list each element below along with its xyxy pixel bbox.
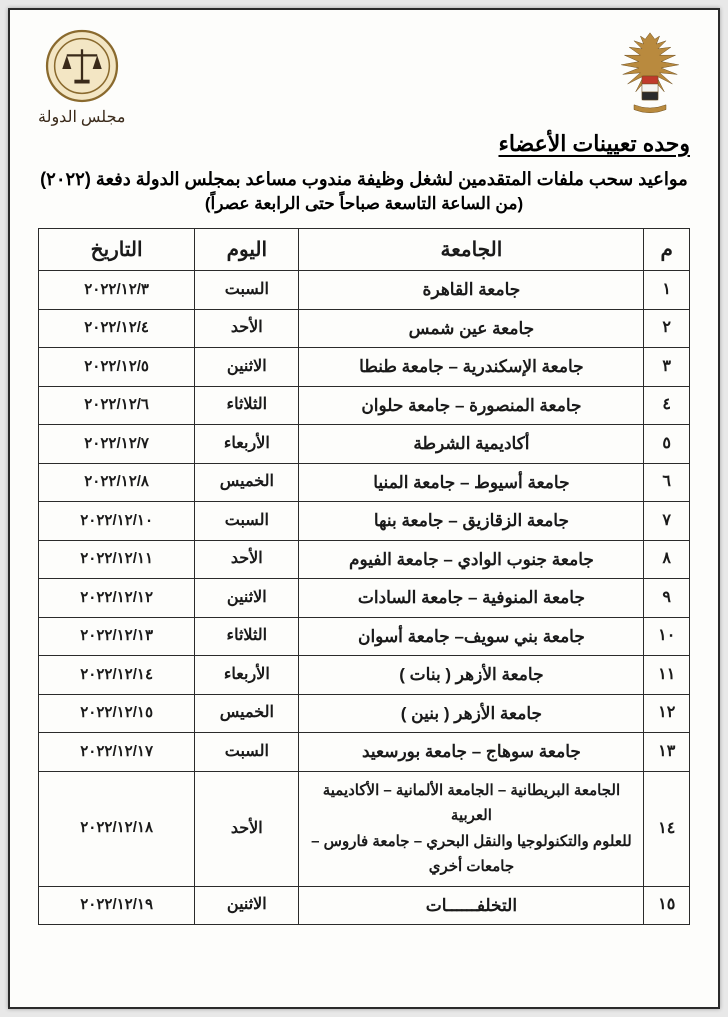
table-row: ١٤الجامعة البريطانية – الجامعة الألمانية… — [39, 771, 690, 886]
cell-day: الأربعاء — [195, 425, 299, 464]
cell-day: الأربعاء — [195, 656, 299, 695]
cell-num: ١٥ — [644, 886, 690, 925]
cell-date: ٢٠٢٢/١٢/٤ — [39, 309, 195, 348]
state-eagle-logo — [610, 28, 690, 121]
cell-date: ٢٠٢٢/١٢/٥ — [39, 348, 195, 387]
cell-num: ١ — [644, 271, 690, 310]
cell-num: ٥ — [644, 425, 690, 464]
cell-num: ٤ — [644, 386, 690, 425]
table-body: ١جامعة القاهرةالسبت٢٠٢٢/١٢/٣٢جامعة عين ش… — [39, 271, 690, 925]
seal-caption: مجلس الدولة — [38, 107, 126, 127]
seal-icon — [44, 28, 120, 104]
council-seal-logo — [38, 28, 126, 109]
table-row: ٧جامعة الزقازيق – جامعة بنهاالسبت٢٠٢٢/١٢… — [39, 502, 690, 541]
header: مجلس الدولة — [38, 28, 690, 127]
sub-title: (من الساعة التاسعة صباحاً حتى الرابعة عص… — [38, 194, 690, 214]
cell-date: ٢٠٢٢/١٢/٨ — [39, 463, 195, 502]
cell-date: ٢٠٢٢/١٢/١٩ — [39, 886, 195, 925]
cell-date: ٢٠٢٢/١٢/١٨ — [39, 771, 195, 886]
document-page: مجلس الدولة وحده تعيينات الأعضاء مواعيد … — [8, 8, 720, 1009]
col-header-num: م — [644, 229, 690, 271]
cell-num: ٧ — [644, 502, 690, 541]
cell-university: الجامعة البريطانية – الجامعة الألمانية –… — [299, 771, 644, 886]
cell-date: ٢٠٢٢/١٢/١١ — [39, 540, 195, 579]
cell-day: الخميس — [195, 694, 299, 733]
cell-num: ١٣ — [644, 733, 690, 772]
eagle-icon — [610, 28, 690, 116]
table-row: ١٢جامعة الأزهر ( بنين )الخميس٢٠٢٢/١٢/١٥ — [39, 694, 690, 733]
cell-date: ٢٠٢٢/١٢/١٧ — [39, 733, 195, 772]
table-row: ١٠جامعة بني سويف– جامعة أسوانالثلاثاء٢٠٢… — [39, 617, 690, 656]
cell-day: الأحد — [195, 309, 299, 348]
cell-date: ٢٠٢٢/١٢/١٤ — [39, 656, 195, 695]
col-header-day: اليوم — [195, 229, 299, 271]
cell-university: أكاديمية الشرطة — [299, 425, 644, 464]
col-header-date: التاريخ — [39, 229, 195, 271]
table-row: ٨جامعة جنوب الوادي – جامعة الفيومالأحد٢٠… — [39, 540, 690, 579]
council-seal-block: مجلس الدولة — [38, 28, 126, 127]
table-row: ١جامعة القاهرةالسبت٢٠٢٢/١٢/٣ — [39, 271, 690, 310]
table-row: ١١جامعة الأزهر ( بنات )الأربعاء٢٠٢٢/١٢/١… — [39, 656, 690, 695]
cell-university: جامعة المنصورة – جامعة حلوان — [299, 386, 644, 425]
cell-date: ٢٠٢٢/١٢/٦ — [39, 386, 195, 425]
cell-day: الثلاثاء — [195, 386, 299, 425]
cell-num: ٢ — [644, 309, 690, 348]
cell-num: ١٤ — [644, 771, 690, 886]
table-row: ١٥التخلفــــــاتالاثنين٢٠٢٢/١٢/١٩ — [39, 886, 690, 925]
cell-day: الثلاثاء — [195, 617, 299, 656]
cell-num: ٦ — [644, 463, 690, 502]
cell-day: السبت — [195, 733, 299, 772]
cell-num: ١٢ — [644, 694, 690, 733]
table-row: ٦جامعة أسيوط – جامعة المنياالخميس٢٠٢٢/١٢… — [39, 463, 690, 502]
cell-university: جامعة المنوفية – جامعة السادات — [299, 579, 644, 618]
cell-university: جامعة سوهاج – جامعة بورسعيد — [299, 733, 644, 772]
cell-num: ٨ — [644, 540, 690, 579]
cell-day: الاثنين — [195, 348, 299, 387]
cell-day: الأحد — [195, 771, 299, 886]
cell-university: جامعة القاهرة — [299, 271, 644, 310]
cell-date: ٢٠٢٢/١٢/١٢ — [39, 579, 195, 618]
cell-date: ٢٠٢٢/١٢/٣ — [39, 271, 195, 310]
cell-num: ١٠ — [644, 617, 690, 656]
cell-day: الأحد — [195, 540, 299, 579]
cell-university: جامعة أسيوط – جامعة المنيا — [299, 463, 644, 502]
cell-date: ٢٠٢٢/١٢/١٥ — [39, 694, 195, 733]
cell-day: السبت — [195, 502, 299, 541]
cell-date: ٢٠٢٢/١٢/٧ — [39, 425, 195, 464]
cell-university: جامعة جنوب الوادي – جامعة الفيوم — [299, 540, 644, 579]
cell-date: ٢٠٢٢/١٢/١٣ — [39, 617, 195, 656]
cell-day: السبت — [195, 271, 299, 310]
cell-university: جامعة الزقازيق – جامعة بنها — [299, 502, 644, 541]
schedule-table: م الجامعة اليوم التاريخ ١جامعة القاهرةال… — [38, 228, 690, 925]
cell-num: ٩ — [644, 579, 690, 618]
table-row: ٩جامعة المنوفية – جامعة الساداتالاثنين٢٠… — [39, 579, 690, 618]
table-row: ١٣جامعة سوهاج – جامعة بورسعيدالسبت٢٠٢٢/١… — [39, 733, 690, 772]
cell-date: ٢٠٢٢/١٢/١٠ — [39, 502, 195, 541]
cell-university: التخلفــــــات — [299, 886, 644, 925]
cell-university: جامعة الأزهر ( بنين ) — [299, 694, 644, 733]
cell-university: جامعة بني سويف– جامعة أسوان — [299, 617, 644, 656]
cell-num: ١١ — [644, 656, 690, 695]
table-row: ٢جامعة عين شمسالأحد٢٠٢٢/١٢/٤ — [39, 309, 690, 348]
cell-university: جامعة عين شمس — [299, 309, 644, 348]
cell-day: الاثنين — [195, 579, 299, 618]
table-row: ٥أكاديمية الشرطةالأربعاء٢٠٢٢/١٢/٧ — [39, 425, 690, 464]
table-header-row: م الجامعة اليوم التاريخ — [39, 229, 690, 271]
cell-university: جامعة الإسكندرية – جامعة طنطا — [299, 348, 644, 387]
cell-day: الاثنين — [195, 886, 299, 925]
table-row: ٤جامعة المنصورة – جامعة حلوانالثلاثاء٢٠٢… — [39, 386, 690, 425]
main-title: مواعيد سحب ملفات المتقدمين لشغل وظيفة من… — [38, 169, 690, 190]
cell-num: ٣ — [644, 348, 690, 387]
department-title: وحده تعيينات الأعضاء — [38, 131, 690, 157]
cell-day: الخميس — [195, 463, 299, 502]
table-row: ٣جامعة الإسكندرية – جامعة طنطاالاثنين٢٠٢… — [39, 348, 690, 387]
cell-university: جامعة الأزهر ( بنات ) — [299, 656, 644, 695]
col-header-university: الجامعة — [299, 229, 644, 271]
